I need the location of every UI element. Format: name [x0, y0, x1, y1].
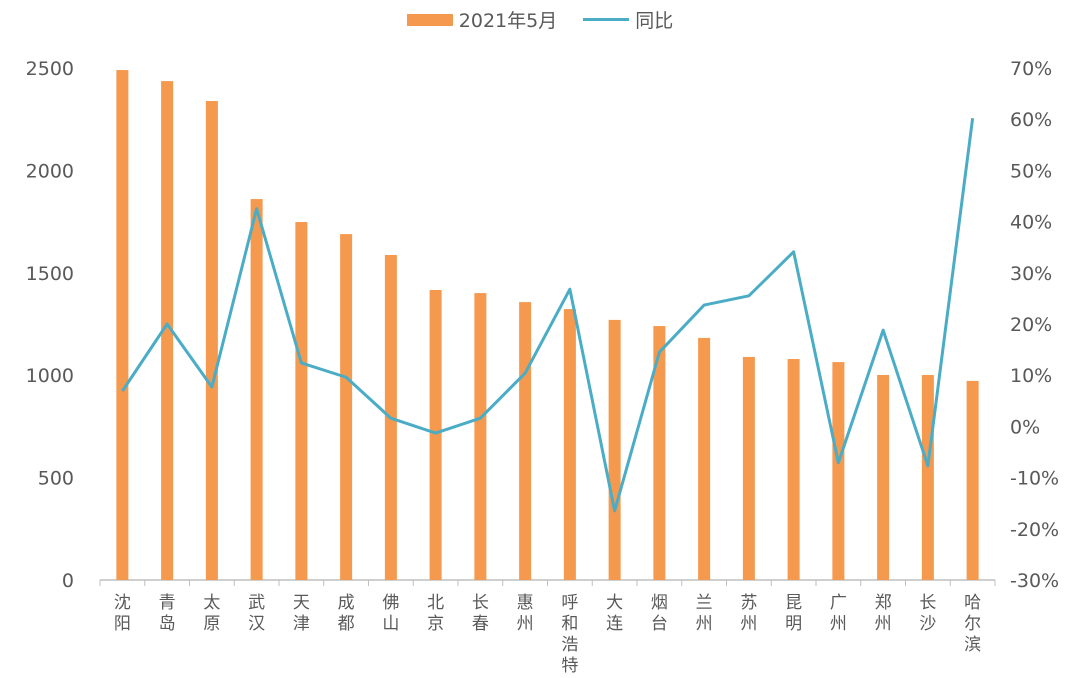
- x-category-label: 广州: [830, 593, 847, 634]
- x-category-label: 沈阳: [114, 593, 131, 634]
- legend-swatch-line: [583, 18, 630, 21]
- x-category-label: 北京: [427, 593, 444, 634]
- y-right-tick-label: 40%: [1010, 212, 1052, 234]
- y-left-tick-label: 1000: [26, 365, 74, 387]
- x-category-label: 大连: [606, 593, 623, 634]
- yoy-line: [121, 117, 975, 513]
- legend-label-line: 同比: [635, 10, 674, 32]
- y-left-tick-label: 0: [62, 570, 74, 592]
- bar-呼和浩特: [563, 309, 576, 580]
- legend: 2021年5月 同比: [0, 6, 1080, 33]
- legend-label-bar: 2021年5月: [458, 10, 558, 32]
- bar-武汉: [250, 199, 263, 580]
- x-category-label: 昆明: [785, 593, 802, 634]
- x-category-label: 惠州: [517, 593, 534, 634]
- bar-太原: [205, 100, 218, 580]
- y-right-tick-label: 50%: [1010, 160, 1052, 182]
- bar-兰州: [698, 337, 711, 580]
- x-category-label: 哈尔滨: [964, 593, 981, 655]
- y-right-tick-label: 30%: [1010, 263, 1052, 285]
- bar-苏州: [742, 356, 755, 580]
- y-right-tick-label: 10%: [1010, 365, 1052, 387]
- bar-长沙: [921, 374, 934, 580]
- x-category-label: 烟台: [651, 593, 668, 634]
- bar-天津: [295, 222, 308, 581]
- legend-item-line: 同比: [583, 6, 673, 33]
- x-category-label: 呼和浩特: [561, 593, 578, 676]
- y-right-tick-label: 20%: [1010, 314, 1052, 336]
- legend-swatch-bar: [406, 13, 453, 26]
- y-left-tick-label: 2000: [26, 160, 74, 182]
- y-right-tick-label: 0%: [1010, 416, 1040, 438]
- bar-昆明: [787, 359, 800, 580]
- x-category-label: 太原: [203, 593, 220, 634]
- y-right-tick-label: -10%: [1010, 468, 1059, 490]
- x-category-label: 兰州: [696, 593, 713, 634]
- x-category-label: 成都: [338, 593, 355, 634]
- bar-广州: [832, 362, 845, 580]
- bar-哈尔滨: [966, 380, 979, 580]
- y-left-tick-label: 2500: [26, 58, 74, 80]
- bar-郑州: [877, 374, 890, 580]
- bar-惠州: [519, 302, 532, 580]
- y-left-tick-label: 500: [38, 468, 74, 490]
- bar-长春: [474, 293, 487, 580]
- y-right-tick-label: -30%: [1010, 570, 1059, 592]
- x-category-label: 长沙: [919, 593, 936, 634]
- y-left-tick-label: 1500: [26, 263, 74, 285]
- y-right-tick-label: -20%: [1010, 519, 1059, 541]
- y-right-tick-label: 70%: [1010, 58, 1052, 80]
- bar-沈阳: [116, 70, 129, 580]
- x-category-label: 苏州: [740, 593, 757, 634]
- x-category-label: 郑州: [875, 593, 892, 634]
- x-category-label: 青岛: [159, 593, 176, 634]
- bar-北京: [429, 290, 442, 580]
- x-category-label: 武汉: [248, 593, 265, 634]
- x-category-label: 佛山: [382, 593, 399, 634]
- bar-烟台: [653, 326, 666, 580]
- bar-成都: [340, 234, 353, 580]
- legend-item-bar: 2021年5月: [406, 6, 558, 33]
- y-right-tick-label: 60%: [1010, 109, 1052, 131]
- bar-大连: [608, 319, 621, 580]
- x-category-label: 长春: [472, 593, 489, 634]
- x-category-label: 天津: [293, 593, 310, 634]
- bar-青岛: [161, 81, 174, 580]
